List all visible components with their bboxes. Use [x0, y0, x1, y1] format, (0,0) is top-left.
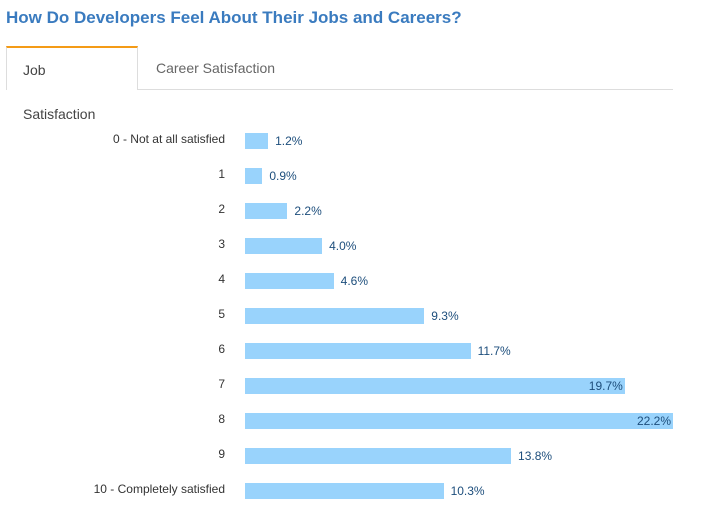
bar — [245, 483, 444, 499]
value-label: 22.2% — [636, 414, 671, 428]
page-title: How Do Developers Feel About Their Jobs … — [6, 8, 462, 27]
value-label: 1.2% — [275, 134, 303, 148]
bar — [245, 273, 334, 289]
category-label: 6 — [218, 342, 225, 356]
category-label: 0 - Not at all satisfied — [112, 132, 225, 146]
bar — [245, 448, 512, 464]
value-label: 13.8% — [518, 449, 553, 463]
bar — [245, 378, 625, 394]
category-label: 3 — [218, 237, 225, 251]
category-label: 9 — [218, 447, 225, 461]
tab-job-satisfaction[interactable]: Job Satisfaction — [6, 46, 138, 122]
category-label: 7 — [218, 377, 225, 391]
value-label: 19.7% — [588, 379, 623, 393]
category-label: 4 — [218, 272, 225, 286]
bar — [245, 238, 323, 254]
bar — [245, 168, 263, 184]
bar — [245, 133, 269, 149]
bar — [245, 413, 673, 429]
bar — [245, 343, 471, 359]
tab-bar: Job Satisfaction Career Satisfaction — [6, 46, 673, 122]
category-label: 2 — [218, 202, 225, 216]
category-label: 5 — [218, 307, 225, 321]
value-label: 4.0% — [329, 239, 357, 253]
bar — [245, 203, 288, 219]
value-label: 11.7% — [477, 344, 511, 358]
value-label: 9.3% — [431, 309, 459, 323]
category-label: 10 - Completely satisfied — [93, 482, 225, 496]
value-label: 10.3% — [450, 484, 485, 498]
tab-career-satisfaction[interactable]: Career Satisfaction — [156, 60, 276, 76]
value-label: 2.2% — [294, 204, 322, 218]
value-label: 4.6% — [340, 274, 369, 288]
bar — [245, 308, 425, 324]
value-label: 0.9% — [269, 169, 297, 183]
category-label: 1 — [218, 167, 225, 181]
category-label: 8 — [218, 412, 225, 426]
